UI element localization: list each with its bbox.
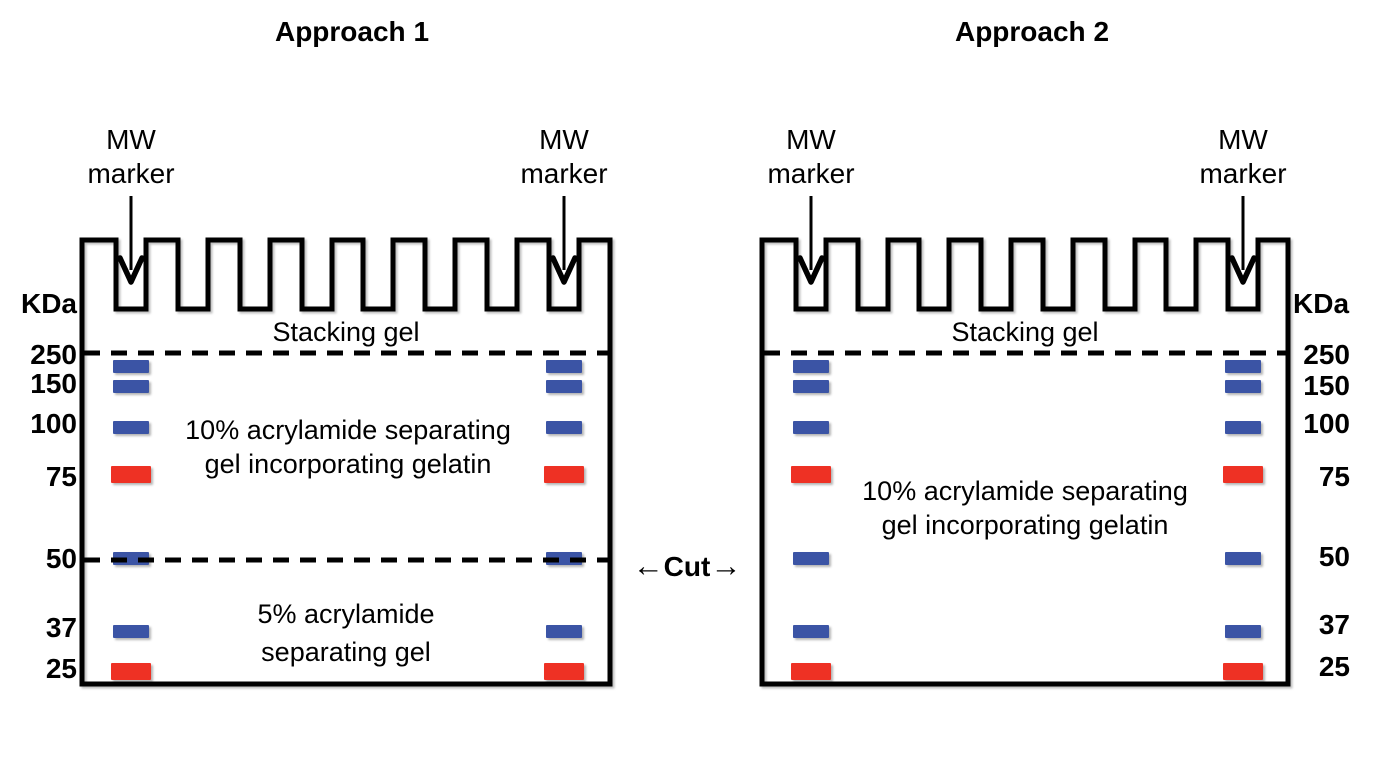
ladder-value-25: 25 [45, 653, 77, 684]
mw-band-37 [113, 624, 149, 638]
mw-marker-label: MW marker [767, 123, 854, 191]
mw-marker-line2: marker [767, 158, 855, 189]
mw-marker-line2: marker [87, 158, 175, 189]
stacking-gel-label-approach1: Stacking gel [272, 317, 420, 347]
mw-band-25 [544, 662, 584, 680]
mw-band-150 [546, 379, 582, 393]
mw-band-250 [793, 359, 829, 373]
mw-band-250 [113, 359, 149, 373]
kda-unit-left: KDa [20, 288, 77, 319]
mw-band-150 [1225, 379, 1261, 393]
region-label-line2: separating gel [261, 637, 431, 667]
mw-marker-arrows [117, 196, 1257, 285]
mw-marker-line1: MW [786, 124, 836, 155]
mw-band-37 [1225, 624, 1261, 638]
mw-band-25 [791, 662, 831, 680]
cut-left-arrow-icon: ← [632, 548, 664, 583]
gel-outline-approach2 [759, 237, 1291, 687]
mw-arrow-icon [117, 196, 145, 285]
ladder-value-100: 100 [1303, 408, 1350, 439]
stacking-gel-label-approach2: Stacking gel [951, 317, 1099, 347]
mw-marker-label: MW marker [1199, 123, 1286, 191]
mw-marker-label: MW marker [87, 123, 174, 191]
mw-band-50 [1225, 551, 1261, 565]
ladder-value-250: 250 [1303, 339, 1350, 370]
mw-band-75 [111, 465, 151, 483]
mw-marker-line1: MW [1218, 124, 1268, 155]
mw-band-150 [793, 379, 829, 393]
region-label-line1: 10% acrylamide separating [862, 476, 1188, 506]
mw-band-250 [546, 359, 582, 373]
panel-title-approach1: Approach 1 [274, 16, 430, 47]
mw-marker-label: MW marker [520, 123, 607, 191]
mw-band-250 [1225, 359, 1261, 373]
gel-outline-approach1 [79, 237, 613, 687]
mw-arrow-icon [550, 196, 578, 285]
mw-band-25 [1223, 662, 1263, 680]
kda-unit-right: KDa [1293, 288, 1350, 319]
region-label-line2: gel incorporating gelatin [204, 449, 492, 479]
mw-band-100 [546, 420, 582, 434]
ladder-value-150: 150 [1303, 370, 1350, 401]
ladder-value-150: 150 [30, 368, 77, 399]
ladder-value-37: 37 [1318, 609, 1350, 640]
mw-band-37 [546, 624, 582, 638]
mw-marker-line2: marker [520, 158, 608, 189]
ladder-value-75: 75 [1318, 461, 1350, 492]
mw-band-100 [793, 420, 829, 434]
region-label-10pct-approach1: 10% acrylamide separating gel incorporat… [185, 413, 511, 481]
ladder-value-25: 25 [1318, 651, 1350, 682]
panel-title-approach2: Approach 2 [954, 16, 1110, 47]
cut-label: Cut [663, 551, 711, 582]
mw-band-37 [793, 624, 829, 638]
mw-arrow-icon [797, 196, 825, 285]
region-label-5pct-approach1: 5% acrylamide separating gel [257, 595, 434, 671]
region-label-line1: 5% acrylamide [257, 599, 435, 629]
region-label-10pct-approach2: 10% acrylamide separating gel incorporat… [862, 474, 1188, 542]
ladder-value-100: 100 [30, 408, 77, 439]
mw-band-75 [791, 465, 831, 483]
cut-annotation: ←Cut→ [633, 548, 742, 585]
mw-band-150 [113, 379, 149, 393]
mw-band-75 [544, 465, 584, 483]
region-label-line1: 10% acrylamide separating [185, 415, 511, 445]
mw-band-75 [1223, 465, 1263, 483]
ladder-value-75: 75 [45, 461, 77, 492]
mw-arrow-icon [1229, 196, 1257, 285]
mw-band-25 [111, 662, 151, 680]
mw-marker-line1: MW [106, 124, 156, 155]
ladder-value-250: 250 [30, 339, 77, 370]
mw-band-50 [793, 551, 829, 565]
mw-marker-line1: MW [539, 124, 589, 155]
ladder-value-50: 50 [45, 543, 77, 574]
mw-band-100 [1225, 420, 1261, 434]
ladder-value-50: 50 [1318, 541, 1350, 572]
region-label-line2: gel incorporating gelatin [881, 510, 1169, 540]
mw-band-100 [113, 420, 149, 434]
mw-marker-line2: marker [1199, 158, 1287, 189]
cut-right-arrow-icon: → [710, 548, 742, 583]
ladder-value-37: 37 [45, 612, 77, 643]
